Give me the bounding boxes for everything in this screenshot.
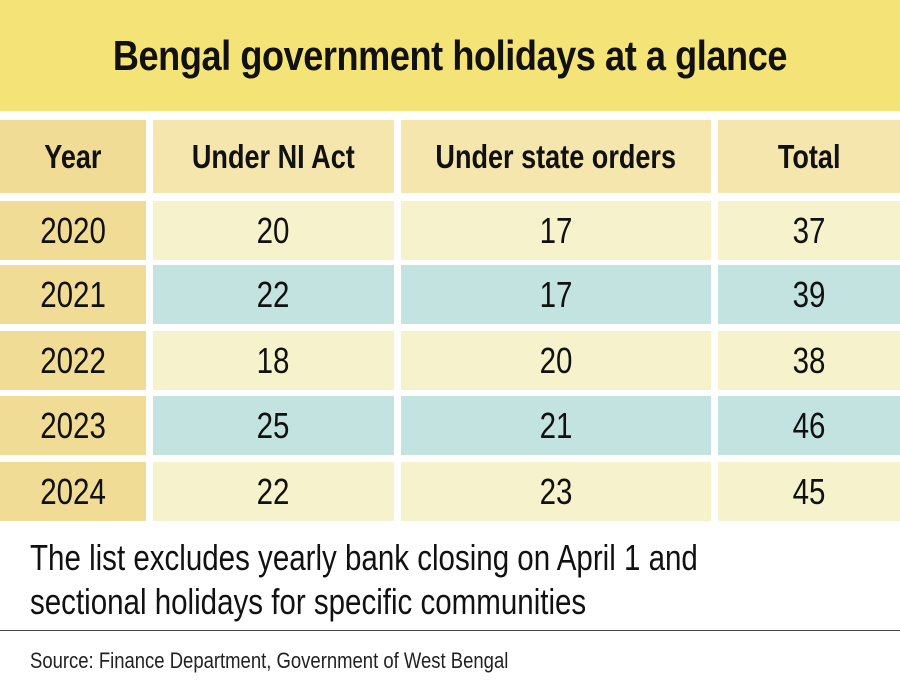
- table-cell-text: 17: [539, 273, 573, 315]
- year-cell-text: 2022: [40, 339, 106, 381]
- table-cell: 18: [153, 331, 394, 390]
- table-cell: 21: [401, 396, 711, 455]
- table-cell-text: 23: [539, 470, 573, 512]
- column-header-text: Total: [777, 137, 841, 175]
- column-header: Total: [718, 120, 900, 193]
- year-cell: 2021: [0, 265, 146, 324]
- table-cell-text: 22: [257, 470, 290, 512]
- column-header-text: Under state orders: [435, 137, 677, 175]
- table-cell: 45: [718, 462, 900, 521]
- year-cell: 2022: [0, 331, 146, 390]
- table-cell: 38: [718, 331, 900, 390]
- year-cell: 2020: [0, 201, 146, 260]
- title-band: Bengal government holidays at a glance: [0, 0, 900, 111]
- table-cell-text: 20: [257, 209, 290, 251]
- year-cell-text: 2024: [40, 470, 106, 512]
- footnote: The list excludes yearly bank closing on…: [30, 536, 883, 624]
- table-cell: 22: [153, 265, 394, 324]
- year-cell-text: 2021: [40, 273, 106, 315]
- year-cell: 2024: [0, 462, 146, 521]
- divider-rule: [0, 630, 900, 631]
- source-credit: Source: Finance Department, Government o…: [30, 648, 509, 673]
- footnote-line-2: sectional holidays for specific communit…: [30, 581, 587, 622]
- table-cell-text: 39: [792, 273, 826, 315]
- table-cell: 17: [401, 201, 711, 260]
- table-cell-text: 46: [792, 404, 826, 446]
- column-header-text: Year: [44, 137, 102, 175]
- table-cell-text: 45: [792, 470, 826, 512]
- table-cell-text: 18: [257, 339, 290, 381]
- table-cell: 20: [153, 201, 394, 260]
- table-cell-text: 37: [792, 209, 826, 251]
- table-cell: 20: [401, 331, 711, 390]
- column-header: Under NI Act: [153, 120, 394, 193]
- table-cell-text: 17: [539, 209, 573, 251]
- year-cell: 2023: [0, 396, 146, 455]
- year-cell-text: 2023: [40, 404, 106, 446]
- holidays-table: Year Under NI Act Under state orders Total 2…: [0, 120, 900, 521]
- column-header-text: Under NI Act: [192, 137, 355, 175]
- year-cell-text: 2020: [40, 209, 106, 251]
- table-cell: 37: [718, 201, 900, 260]
- table-cell: 23: [401, 462, 711, 521]
- table-cell: 25: [153, 396, 394, 455]
- table-cell-text: 25: [257, 404, 290, 446]
- table-cell: 46: [718, 396, 900, 455]
- column-header: Year: [0, 120, 146, 193]
- table-cell-text: 20: [539, 339, 573, 381]
- column-header: Under state orders: [401, 120, 711, 193]
- table-cell: 39: [718, 265, 900, 324]
- footnote-line-1: The list excludes yearly bank closing on…: [30, 537, 698, 578]
- table-cell-text: 22: [257, 273, 290, 315]
- table-cell-text: 21: [539, 404, 573, 446]
- table-cell: 22: [153, 462, 394, 521]
- table-cell: 17: [401, 265, 711, 324]
- chart-title: Bengal government holidays at a glance: [112, 31, 788, 79]
- table-cell-text: 38: [792, 339, 826, 381]
